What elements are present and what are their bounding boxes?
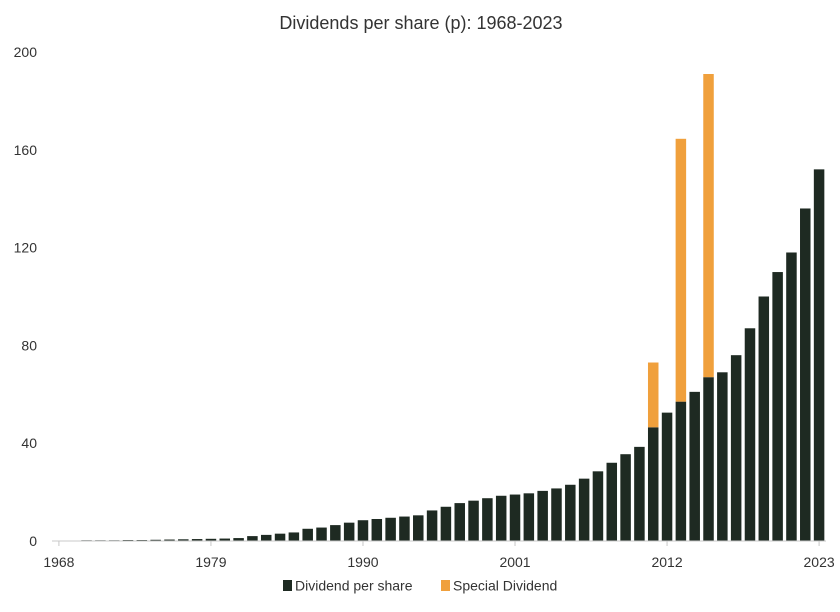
bar-dividend (482, 498, 493, 541)
bar-dividend (730, 355, 742, 541)
bar-special-dividend (675, 138, 687, 402)
bar-dividend (523, 493, 535, 541)
bar-dividend (578, 478, 590, 541)
x-tick-label: 1990 (347, 554, 378, 570)
bar-dividend (260, 534, 272, 541)
bar-dividend (288, 532, 300, 541)
bar-dividend (178, 539, 189, 541)
bar-dividend (800, 208, 811, 542)
y-tick-label: 160 (14, 142, 38, 158)
bar-special-dividend (647, 362, 659, 428)
bar-dividend (385, 517, 396, 541)
bar-dividend (357, 520, 369, 541)
bar-dividend (454, 503, 465, 541)
bar-dividend (606, 462, 618, 541)
bar-dividend (661, 412, 673, 541)
y-tick-label: 120 (14, 240, 38, 256)
bar-dividend (495, 495, 507, 541)
x-tick-label: 2012 (651, 554, 682, 570)
x-tick-label: 2023 (804, 554, 835, 570)
bar-dividend (343, 522, 355, 541)
bar-dividend (413, 515, 424, 541)
legend: Dividend per share Special Dividend (283, 578, 557, 594)
bar-dividend (468, 500, 479, 541)
bar-dividend (744, 328, 756, 541)
bar-dividend (233, 538, 244, 541)
bar-dividend (758, 296, 770, 541)
bar-dividend (786, 252, 797, 542)
legend-label: Special Dividend (453, 578, 557, 594)
bar-dividend (150, 539, 161, 541)
bar-dividend (620, 454, 631, 541)
bar-dividend (647, 427, 659, 541)
bar-dividend (247, 536, 258, 541)
x-tick-label: 1979 (195, 554, 226, 570)
y-tick-label: 40 (21, 435, 37, 451)
bar-dividend (316, 527, 327, 541)
bar-dividend (191, 539, 203, 541)
legend-swatch (441, 580, 450, 591)
bar-dividend (371, 518, 383, 541)
bar-dividend (551, 488, 562, 541)
bar-dividend (634, 446, 645, 541)
bar-dividend (274, 533, 286, 541)
x-tick-label: 1968 (43, 554, 74, 570)
bar-dividend (675, 401, 687, 541)
bar-dividend (565, 484, 576, 541)
y-tick-label: 80 (21, 337, 37, 353)
bar-dividend (703, 377, 714, 541)
bar-dividend (426, 510, 438, 541)
bar-dividend (205, 538, 217, 541)
y-tick-label: 200 (14, 44, 38, 60)
bar-special-dividend (703, 74, 714, 378)
y-tick-label: 0 (29, 533, 37, 549)
bar-dividend (399, 516, 410, 541)
bars (53, 74, 825, 542)
bar-dividend (330, 525, 341, 541)
y-axis: 0 40 80 120 160 200 (14, 44, 38, 549)
bar-dividend (509, 494, 521, 541)
bar-dividend (717, 372, 728, 541)
x-tick-label: 2001 (499, 554, 530, 570)
bar-dividend (537, 490, 548, 541)
legend-swatch (283, 580, 292, 591)
bar-dividend (592, 471, 604, 541)
bar-dividend (813, 169, 825, 542)
bar-dividend (164, 539, 175, 541)
legend-label: Dividend per share (295, 578, 413, 594)
bar-dividend (772, 272, 783, 541)
bar-dividend (440, 506, 452, 541)
bar-dividend (302, 528, 313, 541)
x-axis: 1968 1979 1990 2001 2012 2023 (43, 541, 835, 570)
bar-dividend (219, 538, 231, 541)
bar-dividend (689, 391, 700, 541)
chart-title: Dividends per share (p): 1968-2023 (279, 13, 562, 33)
